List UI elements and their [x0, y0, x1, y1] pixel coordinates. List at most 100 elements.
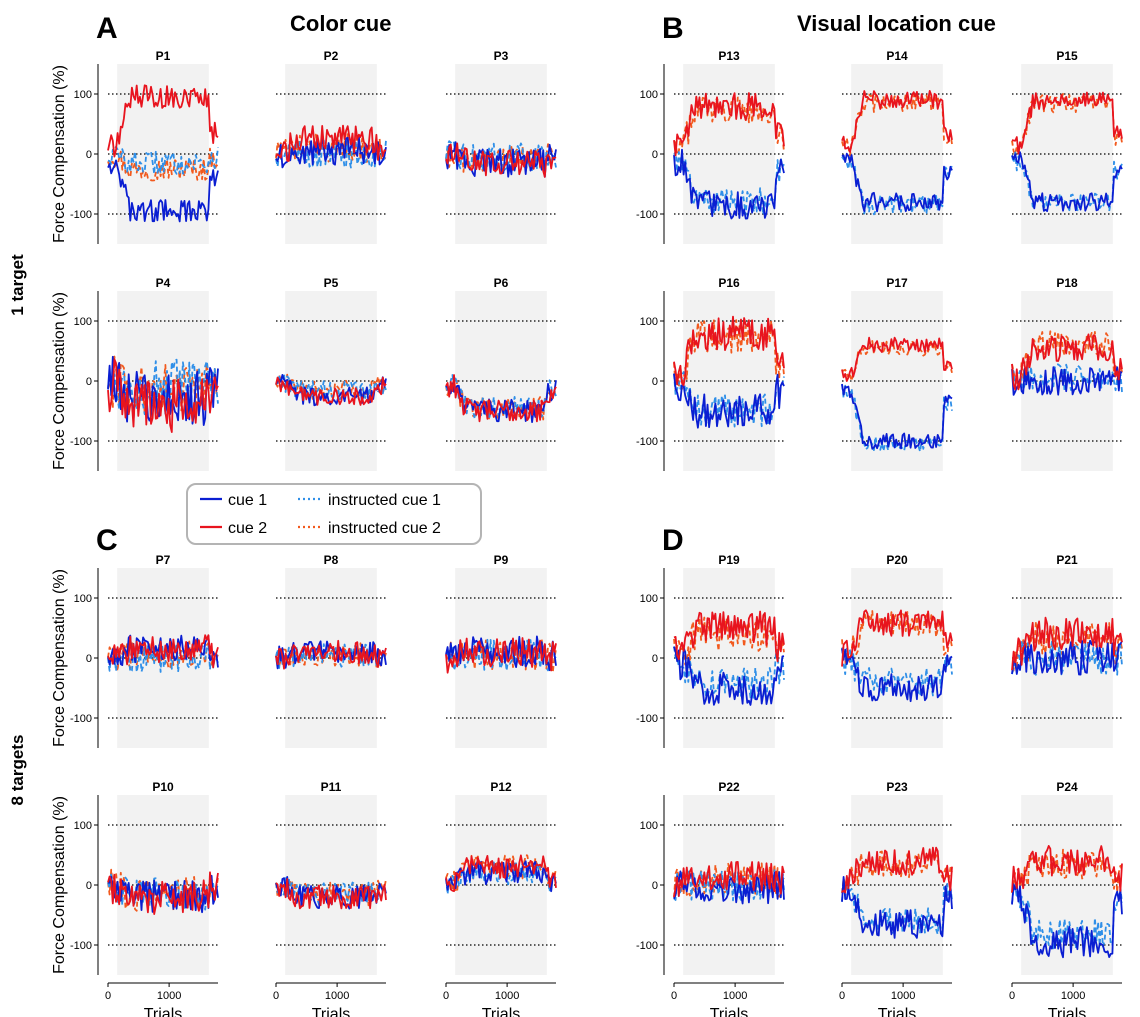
series-line-cue2 — [107, 84, 219, 158]
shaded-region — [455, 291, 547, 471]
series-line-inst1 — [1011, 884, 1123, 950]
shaded-region — [683, 291, 775, 471]
series-line-cue2 — [1011, 845, 1123, 893]
x-axis-label: Trials — [1048, 1006, 1087, 1017]
x-axis-label: Trials — [710, 1006, 749, 1017]
group-title-visual-location-cue: Visual location cue — [797, 11, 996, 36]
x-tick-label: 0 — [273, 990, 279, 1002]
series-line-inst1 — [1011, 363, 1123, 393]
series-line-cue1 — [673, 148, 785, 220]
series-line-inst2 — [275, 373, 387, 400]
subplot-title: P17 — [886, 276, 908, 290]
subplot-title: P22 — [718, 780, 740, 794]
series-line-cue2 — [275, 878, 387, 910]
series-line-cue2 — [107, 634, 219, 669]
legend-box — [186, 483, 482, 545]
legend-label-cue-2: cue 2 — [228, 520, 267, 537]
subplot-title: P24 — [1056, 780, 1078, 794]
y-tick-label: -100 — [636, 209, 658, 221]
panel-letter-b: B — [662, 12, 684, 45]
x-tick-label: 1000 — [157, 990, 181, 1002]
series-line-cue2 — [275, 376, 387, 406]
subplot-title: P1 — [156, 49, 171, 63]
subplot-p8: P8 — [275, 553, 387, 748]
y-tick-label: 0 — [652, 880, 658, 892]
series-line-inst1 — [107, 872, 219, 911]
y-tick-label: -100 — [70, 713, 92, 725]
subplot-p12: P12 0 1000 Trials — [443, 780, 557, 1017]
subplot-p2: P2 — [275, 49, 387, 244]
series-line-cue2 — [841, 609, 953, 667]
subplot-title: P12 — [490, 780, 512, 794]
subplot-p9: P9 — [445, 553, 557, 748]
panel-letter-c: C — [96, 524, 118, 557]
y-axis-label: Force Compensation (%) — [51, 292, 68, 470]
shaded-region — [851, 568, 943, 748]
series-line-cue1 — [1011, 366, 1123, 396]
series-line-cue1 — [1011, 151, 1123, 213]
x-axis-label: Trials — [144, 1006, 183, 1017]
x-tick-label: 0 — [105, 990, 111, 1002]
subplot-title: P20 — [886, 553, 908, 567]
y-tick-label: 100 — [74, 593, 92, 605]
series-line-cue1 — [1011, 883, 1123, 959]
y-tick-label: 100 — [640, 89, 658, 101]
subplot-title: P4 — [156, 276, 171, 290]
y-tick-label: 0 — [86, 880, 92, 892]
y-tick-label: 100 — [640, 820, 658, 832]
subplot-title: P3 — [494, 49, 509, 63]
series-line-cue2 — [841, 846, 953, 894]
subplot-title: P21 — [1056, 553, 1078, 567]
series-line-inst1 — [107, 145, 219, 175]
y-tick-label: 100 — [74, 316, 92, 328]
subplot-title: P18 — [1056, 276, 1078, 290]
subplot-p20: P20 — [841, 553, 953, 748]
y-tick-label: 0 — [86, 376, 92, 388]
series-line-cue2 — [673, 610, 785, 663]
y-tick-label: 100 — [640, 593, 658, 605]
series-line-cue2 — [1011, 333, 1123, 391]
x-tick-label: 1000 — [1061, 990, 1085, 1002]
subplot-title: P6 — [494, 276, 509, 290]
series-line-cue1 — [841, 648, 953, 703]
x-tick-label: 1000 — [325, 990, 349, 1002]
series-line-cue2 — [107, 871, 219, 915]
subplot-title: P15 — [1056, 49, 1078, 63]
series-line-cue1 — [841, 152, 953, 213]
row-label-1-target: 1 target — [8, 254, 27, 316]
y-tick-label: 100 — [640, 316, 658, 328]
shaded-region — [1021, 64, 1113, 244]
subplot-p3: P3 — [445, 49, 557, 244]
subplot-p24: P24 0 1000 Trials — [1009, 780, 1123, 1017]
subplot-p18: P18 — [1011, 276, 1123, 471]
series-line-cue2 — [275, 639, 387, 670]
y-tick-label: 100 — [74, 820, 92, 832]
series-line-cue2 — [841, 90, 953, 153]
subplot-p23: P23 0 1000 Trials — [839, 780, 953, 1017]
x-axis-label: Trials — [482, 1006, 521, 1017]
x-tick-label: 0 — [671, 990, 677, 1002]
x-tick-label: 0 — [443, 990, 449, 1002]
y-axis-label: Force Compensation (%) — [51, 796, 68, 974]
series-line-cue1 — [673, 646, 785, 706]
x-axis-label: Trials — [312, 1006, 351, 1017]
subplot-p17: P17 — [841, 276, 953, 471]
subplot-title: P14 — [886, 49, 908, 63]
x-tick-label: 0 — [839, 990, 845, 1002]
series-line-cue2 — [841, 336, 953, 382]
row-label-8-targets: 8 targets — [8, 735, 27, 806]
legend-label-instructed-cue-1: instructed cue 1 — [328, 492, 441, 509]
y-tick-label: 100 — [74, 89, 92, 101]
series-line-cue2 — [673, 315, 785, 387]
x-tick-label: 1000 — [723, 990, 747, 1002]
subplot-p19: P19 100 0 -100 — [636, 553, 785, 748]
series-line-cue2 — [445, 637, 557, 674]
x-tick-label: 1000 — [891, 990, 915, 1002]
subplot-title: P19 — [718, 553, 740, 567]
series-line-cue1 — [275, 373, 387, 407]
y-tick-label: -100 — [70, 436, 92, 448]
